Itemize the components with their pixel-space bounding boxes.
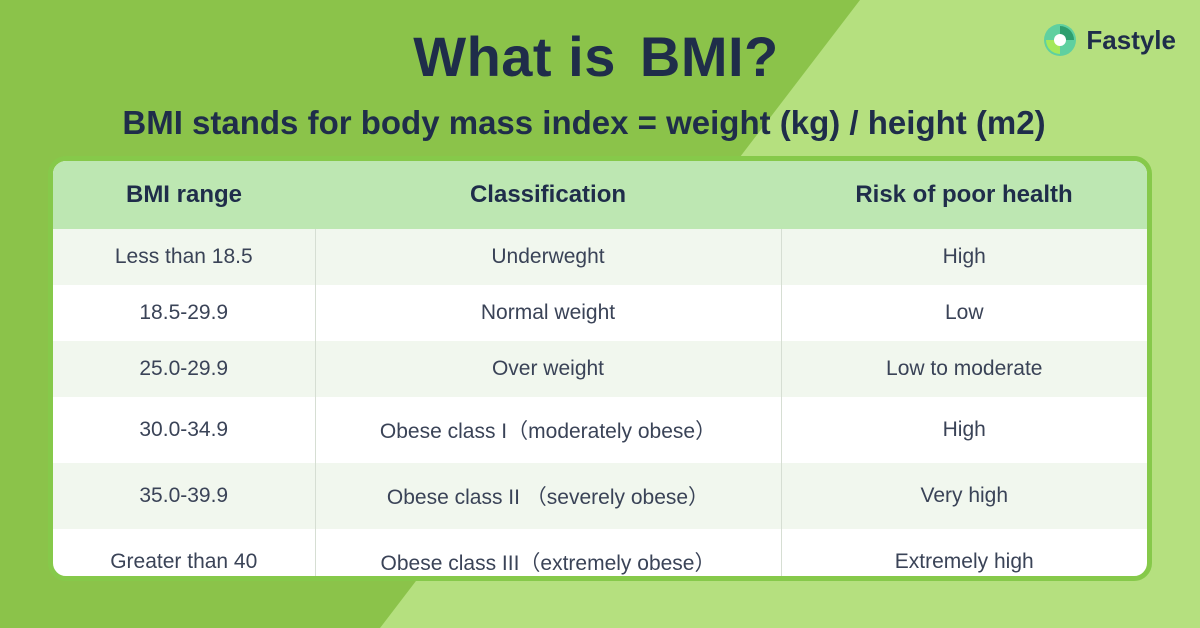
cell-classification: Normal weight bbox=[315, 285, 782, 341]
cell-risk: High bbox=[942, 418, 986, 441]
cell-classification: Obese class II （severely obese） bbox=[315, 463, 782, 529]
cell-bmi-range: 30.0-34.9 bbox=[53, 397, 316, 463]
table-row: 18.5-29.9 Normal weight Low bbox=[53, 285, 1147, 341]
cell-bmi-range: 18.5-29.9 bbox=[53, 285, 316, 341]
table-row: Less than 18.5 Underweght High bbox=[53, 229, 1147, 285]
cell-risk: High bbox=[781, 229, 1147, 285]
cell-bmi-range: 35.0-39.9 bbox=[53, 463, 316, 529]
cell-risk: Low to moderate bbox=[781, 341, 1147, 397]
title-block: What is BMI? bbox=[0, 24, 1200, 89]
brand-name: Fastyle bbox=[1086, 24, 1176, 55]
cell-risk: Very high bbox=[781, 463, 1147, 529]
bmi-table-container: BMI range Classification Risk of poor he… bbox=[48, 156, 1152, 581]
table-row: 25.0-29.9 Over weight Low to moderate bbox=[53, 341, 1147, 397]
fastyle-logo-icon bbox=[1044, 24, 1077, 56]
cell-bmi-range: Less than 18.5 bbox=[53, 229, 316, 285]
cell-classification: Underweght bbox=[315, 229, 782, 285]
cell-risk: Low bbox=[944, 301, 984, 324]
table-row: Greater than 40 Obese class III（extremel… bbox=[53, 529, 1147, 576]
page-title: What is BMI? bbox=[413, 24, 787, 89]
bmi-table: BMI range Classification Risk of poor he… bbox=[53, 161, 1147, 576]
title-highlight-text: BMI? bbox=[639, 25, 779, 88]
cell-classification: Over weight bbox=[315, 341, 782, 397]
table-row: 35.0-39.9 Obese class II （severely obese… bbox=[53, 463, 1147, 529]
cell-risk: Extremely high bbox=[894, 550, 1034, 573]
subtitle: BMI stands for body mass index = weight … bbox=[122, 104, 1046, 141]
header-bmi-range: BMI range bbox=[53, 161, 315, 229]
cell-bmi-range: Greater than 40 bbox=[53, 529, 316, 576]
brand-logo: Fastyle bbox=[1042, 22, 1176, 58]
table-header-row: BMI range Classification Risk of poor he… bbox=[53, 161, 1147, 229]
table-row: 30.0-34.9 Obese class I（moderately obese… bbox=[53, 397, 1147, 463]
header-classification: Classification bbox=[315, 161, 781, 229]
cell-bmi-range: 25.0-29.9 bbox=[53, 341, 316, 397]
cell-classification: Obese class I（moderately obese） bbox=[315, 397, 782, 463]
title-highlight: BMI? bbox=[632, 24, 787, 89]
title-prefix: What is bbox=[413, 25, 632, 88]
header-risk: Risk of poor health bbox=[781, 161, 1147, 229]
cell-classification: Obese class III（extremely obese） bbox=[315, 529, 782, 576]
